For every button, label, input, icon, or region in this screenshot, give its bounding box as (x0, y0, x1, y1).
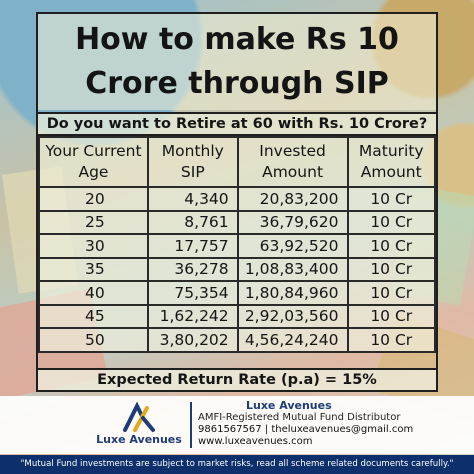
cell-sip: 3,80,202 (146, 327, 239, 353)
cell-age: 25 (38, 209, 149, 235)
cell-maturity: 10 Cr (346, 303, 436, 329)
table-row: 45 1,62,242 2,92,03,560 10 Cr (38, 303, 436, 329)
cell-sip: 4,340 (146, 186, 239, 212)
cell-age: 40 (38, 280, 149, 306)
brand-footer (0, 396, 474, 454)
cell-invested: 4,56,24,240 (236, 327, 349, 353)
table-row: 35 36,278 1,08,83,400 10 Cr (38, 256, 436, 282)
brand-contact: 9861567567 | theluxeavenues@gmail.com (198, 424, 414, 435)
luxe-avenues-logo-icon (123, 401, 155, 432)
cell-invested: 1,80,84,960 (236, 280, 349, 306)
table-row: 20 4,340 20,83,200 10 Cr (38, 186, 436, 212)
cell-invested: 20,83,200 (236, 186, 349, 212)
table-row: 40 75,354 1,80,84,960 10 Cr (38, 280, 436, 306)
cell-invested: 1,08,83,400 (236, 256, 349, 282)
cell-sip: 75,354 (146, 280, 239, 306)
header-age: Your Current Age (38, 136, 149, 188)
table-header-row: Your Current Age Monthly SIP Invested Am… (38, 136, 436, 188)
brand-tagline: AMFI-Registered Mutual Fund Distributor (198, 412, 401, 423)
header-maturity-amount: Maturity Amount (346, 136, 436, 188)
cell-maturity: 10 Cr (346, 280, 436, 306)
brand-name: Luxe Avenues (246, 399, 332, 412)
cell-maturity: 10 Cr (346, 233, 436, 259)
brand-website: www.luxeavenues.com (198, 436, 313, 447)
cell-age: 50 (38, 327, 149, 353)
page-title: How to make Rs 10 Crore through SIP (38, 14, 436, 110)
cell-sip: 17,757 (146, 233, 239, 259)
cell-maturity: 10 Cr (346, 209, 436, 235)
cell-sip: 8,761 (146, 209, 239, 235)
cell-invested: 63,92,520 (236, 233, 349, 259)
poster-frame (36, 12, 438, 392)
brand-divider (190, 402, 192, 448)
logo-wordmark: Luxe Avenues (96, 433, 182, 446)
table-row: 50 3,80,202 4,56,24,240 10 Cr (38, 327, 436, 353)
cell-age: 35 (38, 256, 149, 282)
title-line-1: How to make Rs 10 (75, 22, 399, 57)
subtitle: Do you want to Retire at 60 with Rs. 10 … (38, 112, 436, 136)
sip-table: Your Current Age Monthly SIP Invested Am… (38, 136, 436, 353)
table-row: 25 8,761 36,79,620 10 Cr (38, 209, 436, 235)
cell-sip: 1,62,242 (146, 303, 239, 329)
cell-age: 30 (38, 233, 149, 259)
cell-maturity: 10 Cr (346, 327, 436, 353)
expected-return-rate: Expected Return Rate (p.a) = 15% (38, 368, 436, 390)
cell-sip: 36,278 (146, 256, 239, 282)
title-line-2: Crore through SIP (85, 66, 389, 101)
cell-maturity: 10 Cr (346, 186, 436, 212)
cell-invested: 36,79,620 (236, 209, 349, 235)
cell-invested: 2,92,03,560 (236, 303, 349, 329)
cell-age: 20 (38, 186, 149, 212)
header-invested-amount: Invested Amount (236, 136, 349, 188)
disclaimer-bar: "Mutual Fund investments are subject to … (0, 455, 474, 474)
brand-info: Luxe Avenues AMFI-Registered Mutual Fund… (198, 400, 438, 448)
table-row: 30 17,757 63,92,520 10 Cr (38, 233, 436, 259)
cell-age: 45 (38, 303, 149, 329)
header-monthly-sip: Monthly SIP (146, 136, 239, 188)
cell-maturity: 10 Cr (346, 256, 436, 282)
